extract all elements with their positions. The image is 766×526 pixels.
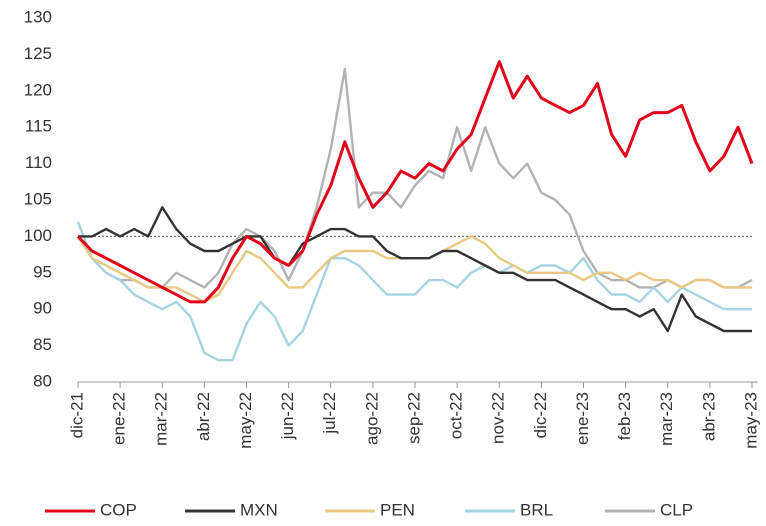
legend-label: PEN bbox=[380, 500, 415, 519]
y-tick-label: 130 bbox=[24, 7, 52, 26]
y-tick-label: 110 bbox=[25, 153, 52, 172]
series-line bbox=[76, 235, 752, 304]
legend-label: CLP bbox=[660, 500, 693, 519]
y-tick-label: 80 bbox=[33, 371, 52, 390]
x-tick-label: mar-22 bbox=[152, 392, 171, 446]
x-tick-label: feb-23 bbox=[615, 392, 634, 440]
x-tick-label: ene-23 bbox=[573, 392, 592, 445]
y-tick-label: 120 bbox=[24, 80, 52, 99]
x-tick-label: mar-23 bbox=[657, 392, 676, 446]
y-tick-label: 105 bbox=[24, 189, 52, 208]
legend-label: BRL bbox=[520, 500, 553, 519]
y-tick-label: 85 bbox=[33, 335, 52, 354]
x-tick-label: dic-22 bbox=[531, 392, 550, 438]
x-tick-label: abr-23 bbox=[699, 392, 718, 441]
x-tick-label: dic-21 bbox=[67, 392, 86, 438]
y-tick-label: 100 bbox=[24, 226, 52, 245]
x-tick-label: jul-22 bbox=[320, 392, 339, 435]
x-tick-label: ene-22 bbox=[110, 392, 129, 445]
series-line bbox=[78, 206, 752, 333]
series-line bbox=[76, 60, 754, 304]
x-tick-label: may-23 bbox=[741, 392, 760, 449]
x-tick-label: may-22 bbox=[236, 392, 255, 449]
x-tick-label: abr-22 bbox=[194, 392, 213, 441]
x-tick-label: sep-22 bbox=[404, 392, 423, 444]
x-tick-label: oct-22 bbox=[447, 392, 466, 439]
x-tick-label: jun-22 bbox=[278, 392, 297, 440]
y-tick-label: 115 bbox=[25, 117, 52, 136]
x-tick-label: ago-22 bbox=[362, 392, 381, 445]
x-tick-label: nov-22 bbox=[489, 392, 508, 444]
legend-label: MXN bbox=[240, 500, 278, 519]
y-tick-label: 95 bbox=[33, 262, 52, 281]
series-line bbox=[76, 221, 752, 362]
y-tick-label: 90 bbox=[33, 299, 52, 318]
series-line bbox=[76, 67, 753, 289]
y-tick-label: 125 bbox=[24, 44, 52, 63]
legend-label: COP bbox=[100, 500, 137, 519]
